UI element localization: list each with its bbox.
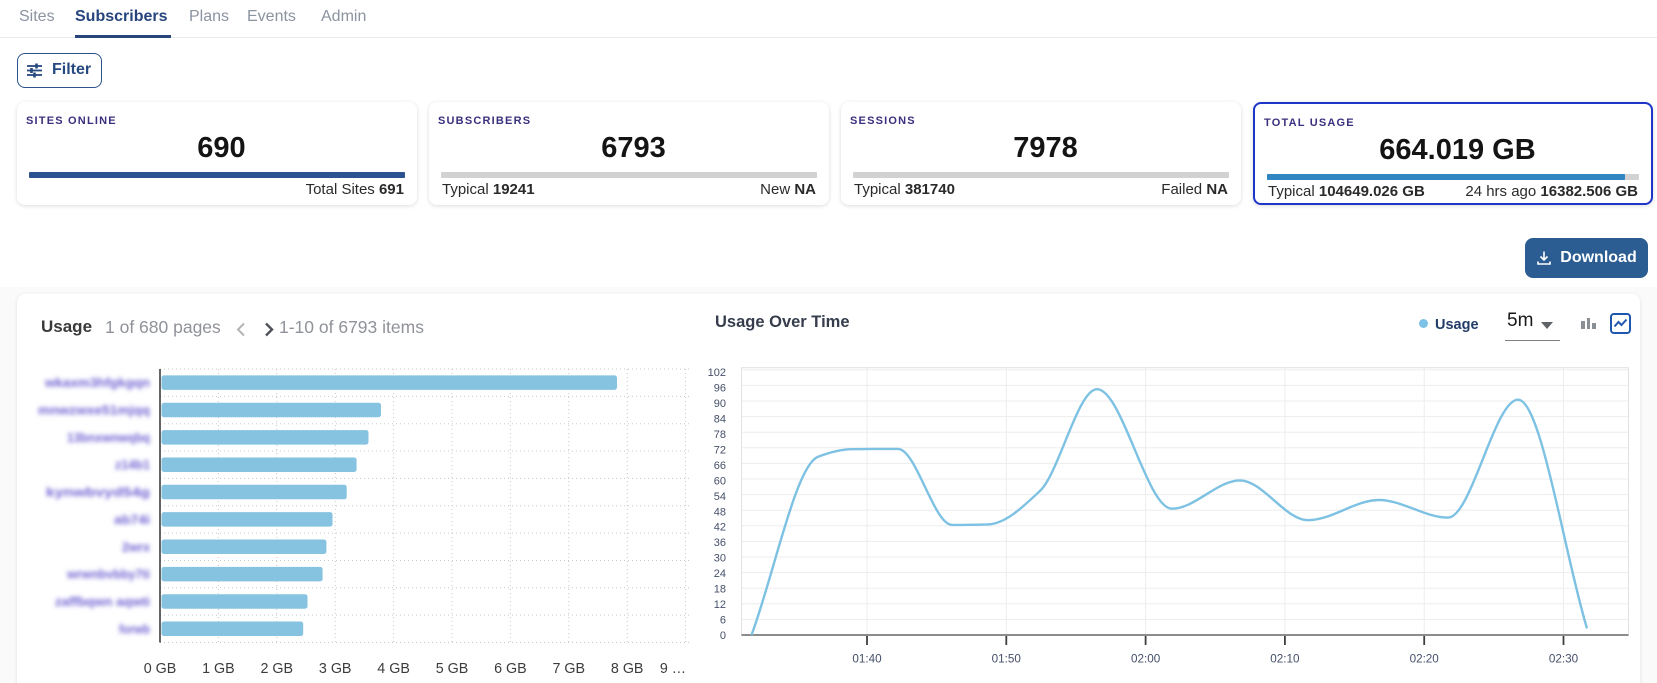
- svg-text:zaffbqwn aqwti: zaffbqwn aqwti: [55, 594, 150, 609]
- svg-text:kynwbvyd54g: kynwbvyd54g: [46, 485, 150, 500]
- svg-text:48: 48: [714, 506, 726, 518]
- svg-text:3 GB: 3 GB: [319, 661, 352, 677]
- svg-text:wrwnbvbby7ti: wrwnbvbby7ti: [66, 567, 150, 582]
- svg-text:wkaxm3hfgkgqn: wkaxm3hfgkgqn: [44, 375, 150, 390]
- svg-text:6: 6: [720, 615, 726, 627]
- svg-text:01:50: 01:50: [992, 652, 1022, 665]
- svg-text:2 GB: 2 GB: [261, 661, 294, 677]
- svg-text:02:00: 02:00: [1131, 652, 1161, 665]
- svg-text:9 …: 9 …: [660, 661, 686, 677]
- svg-text:forwb: forwb: [119, 621, 150, 636]
- svg-text:72: 72: [714, 444, 726, 456]
- svg-text:1 GB: 1 GB: [202, 661, 235, 677]
- svg-text:36: 36: [714, 537, 726, 549]
- svg-text:ab74i: ab74i: [114, 512, 150, 527]
- svg-text:30: 30: [714, 553, 726, 565]
- svg-text:42: 42: [714, 522, 726, 534]
- svg-text:02:30: 02:30: [1549, 652, 1579, 665]
- svg-text:84: 84: [714, 413, 726, 425]
- svg-text:02:20: 02:20: [1410, 652, 1440, 665]
- svg-text:0 GB: 0 GB: [144, 661, 177, 677]
- svg-text:13bnxwnwqbq: 13bnxwnwqbq: [67, 430, 150, 445]
- svg-text:8 GB: 8 GB: [611, 661, 644, 677]
- svg-text:102: 102: [708, 367, 726, 379]
- svg-text:24: 24: [714, 568, 726, 580]
- svg-text:18: 18: [714, 584, 726, 596]
- svg-text:4 GB: 4 GB: [377, 661, 410, 677]
- svg-text:54: 54: [714, 491, 726, 503]
- svg-text:96: 96: [714, 382, 726, 394]
- svg-text:2wrx: 2wrx: [122, 539, 151, 554]
- svg-text:02:10: 02:10: [1270, 652, 1300, 665]
- svg-text:12: 12: [714, 599, 726, 611]
- svg-text:90: 90: [714, 398, 726, 410]
- svg-text:66: 66: [714, 460, 726, 472]
- svg-text:60: 60: [714, 475, 726, 487]
- svg-text:0: 0: [720, 630, 726, 642]
- svg-text:z14b1: z14b1: [115, 457, 150, 472]
- svg-text:6 GB: 6 GB: [494, 661, 527, 677]
- svg-text:78: 78: [714, 429, 726, 441]
- svg-text:mnwzwxe51mjqq: mnwzwxe51mjqq: [38, 403, 150, 418]
- svg-text:01:40: 01:40: [852, 652, 882, 665]
- svg-text:7 GB: 7 GB: [553, 661, 586, 677]
- svg-text:5 GB: 5 GB: [436, 661, 469, 677]
